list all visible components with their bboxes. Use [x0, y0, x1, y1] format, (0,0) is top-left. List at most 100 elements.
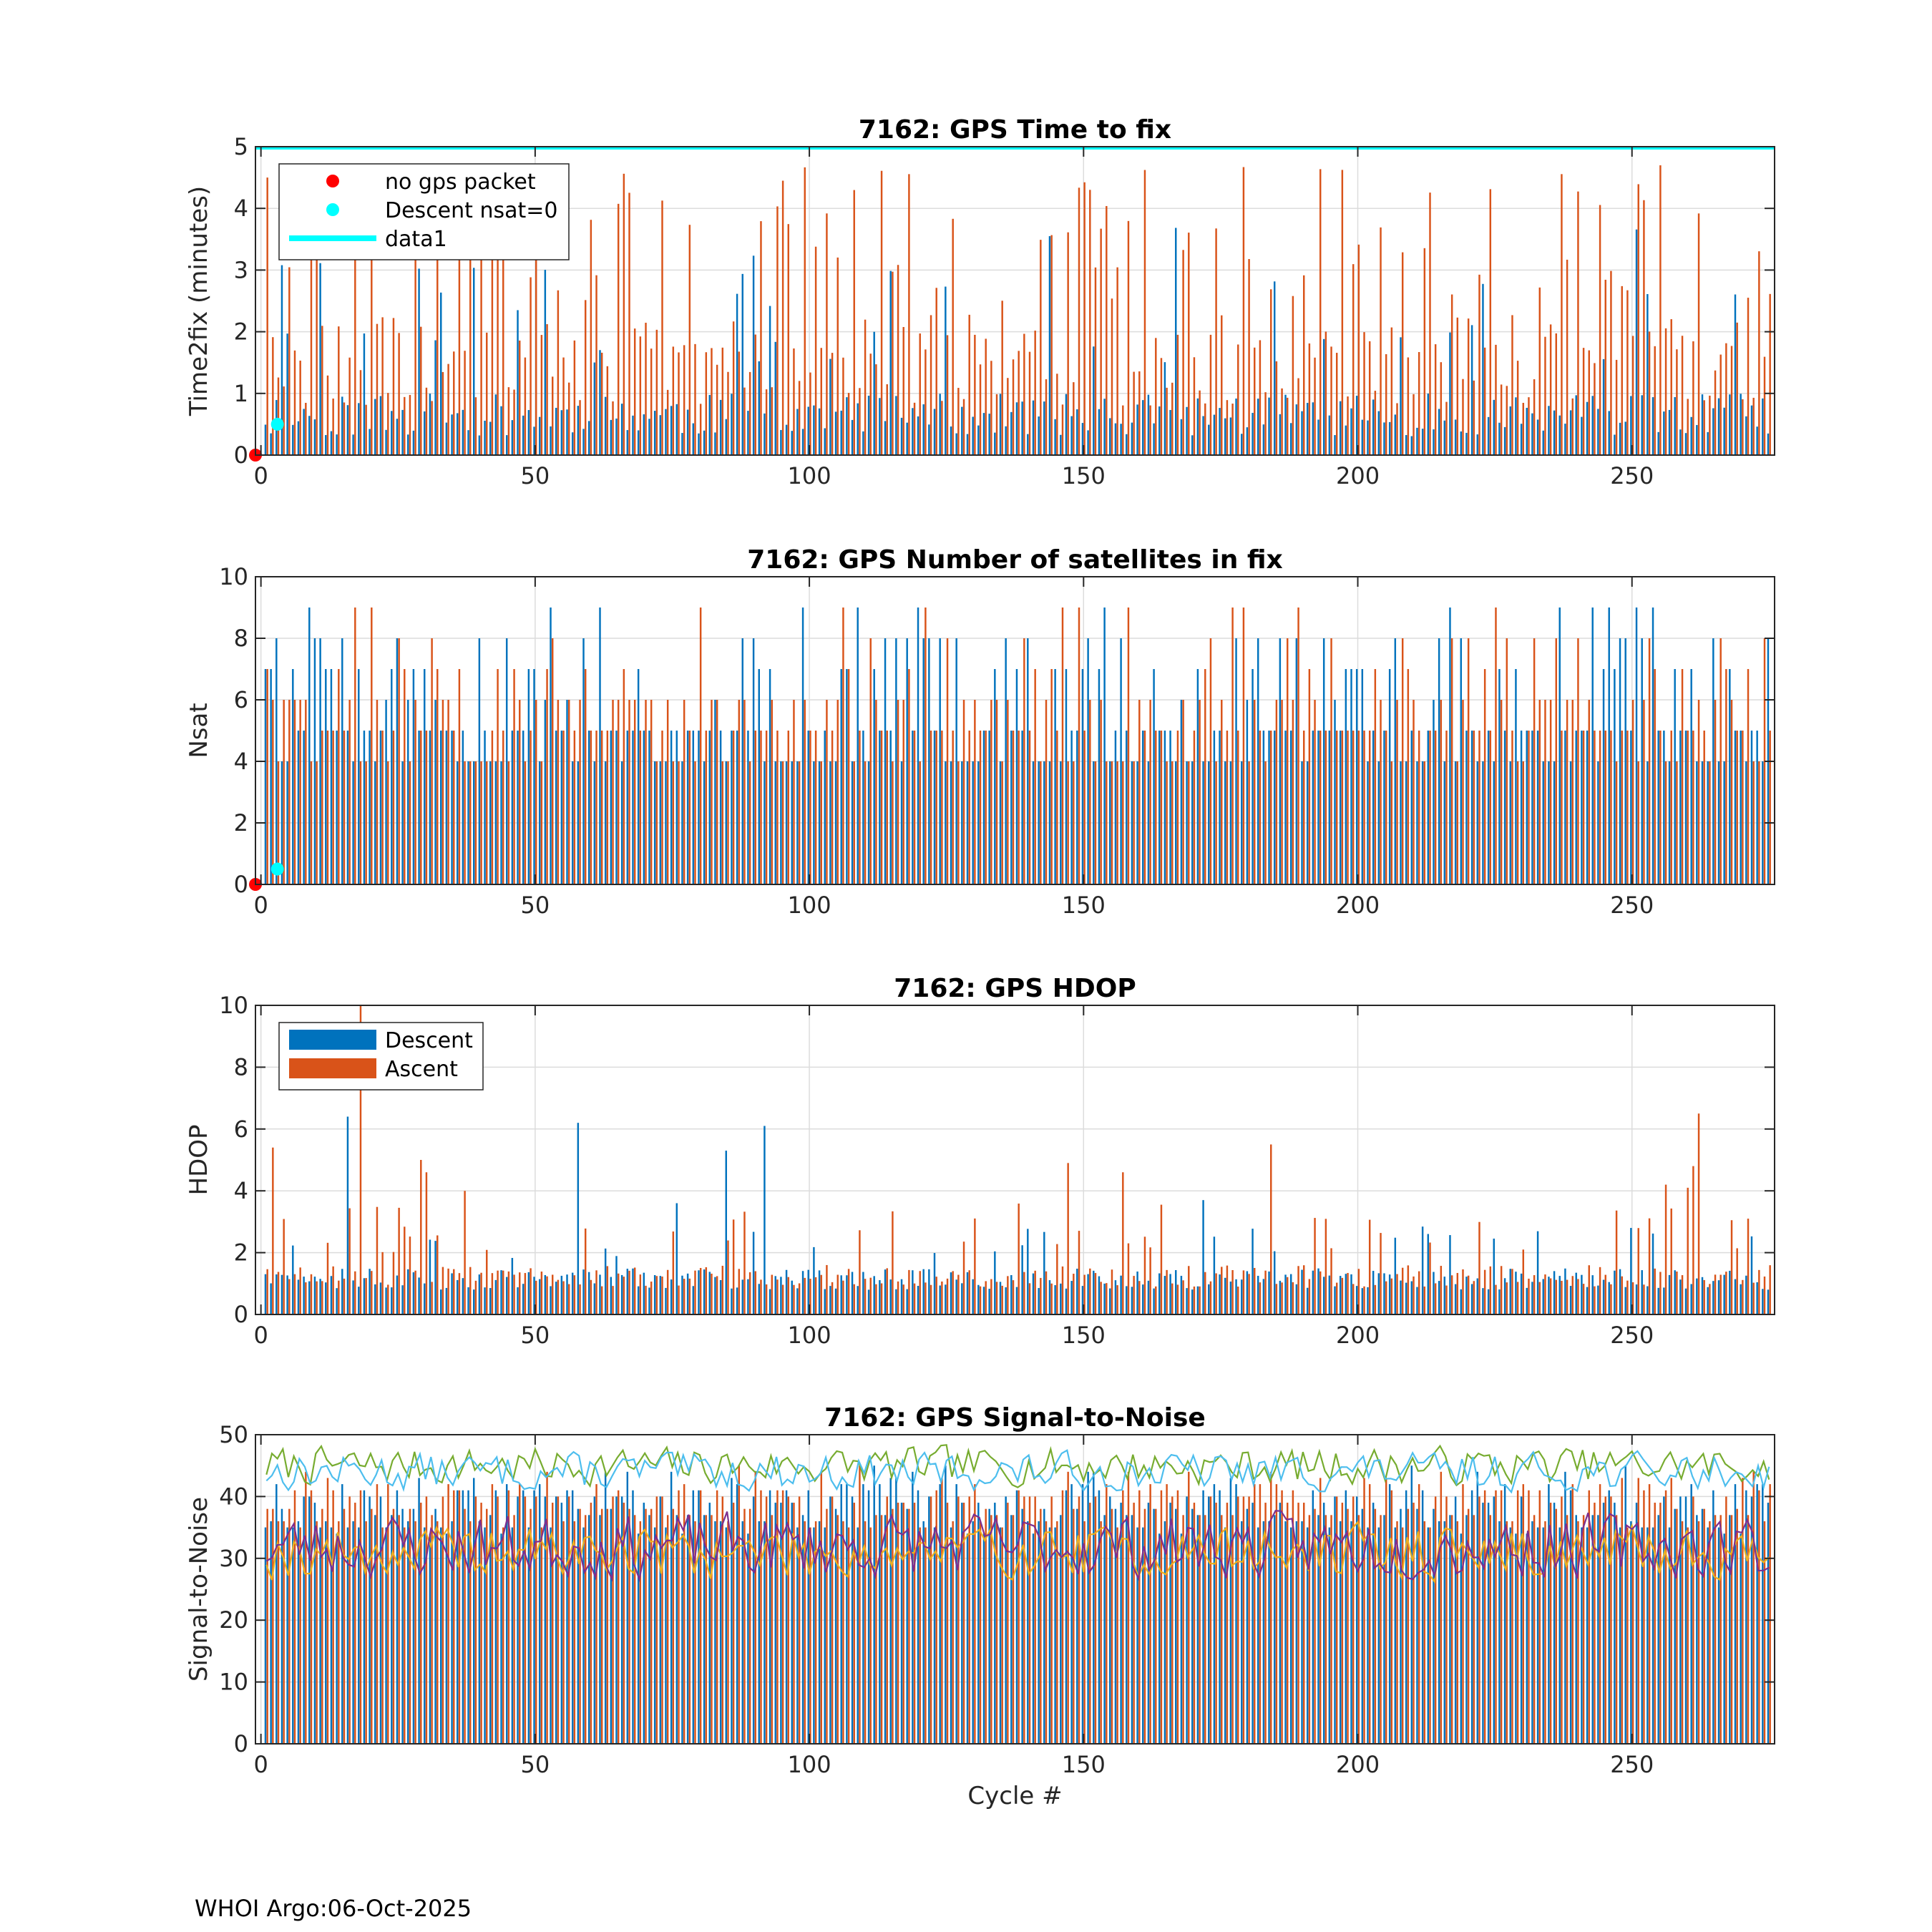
axes-box	[255, 1434, 1775, 1745]
descent-bar	[538, 1484, 541, 1744]
ascent-bar	[1050, 1496, 1053, 1744]
descent-bar	[879, 1280, 881, 1314]
descent-bar	[692, 731, 695, 884]
ascent-bar	[1083, 182, 1085, 455]
ascent-bar	[787, 731, 790, 884]
ascent-bar	[919, 333, 921, 455]
descent-bar	[879, 731, 881, 884]
descent-bar	[873, 331, 875, 455]
ascent-bar	[1352, 264, 1355, 455]
descent-bar	[484, 1527, 486, 1744]
descent-bar	[1240, 761, 1243, 884]
ascent-bar	[1390, 761, 1393, 884]
ascent-bar	[1045, 379, 1048, 455]
ascent-bar	[404, 1226, 406, 1314]
descent-bar	[472, 761, 475, 884]
descent-bar	[939, 638, 941, 884]
ascent-bar	[590, 220, 592, 455]
ascent-bar	[436, 170, 439, 455]
ascent-bar	[1407, 1508, 1410, 1744]
descent-bar	[1712, 1490, 1714, 1744]
descent-bar	[555, 1496, 557, 1744]
descent-bar	[1213, 414, 1216, 455]
ascent-bar	[1166, 1269, 1168, 1314]
ascent-bar	[694, 1270, 696, 1314]
ascent-bar	[1380, 227, 1382, 455]
ascent-bar	[990, 1515, 992, 1744]
x-tick-label: 250	[1610, 892, 1654, 919]
ascent-bar	[628, 192, 630, 455]
ascent-bar	[1522, 761, 1525, 884]
descent-bar	[1005, 638, 1007, 884]
descent-bar	[424, 411, 426, 455]
ascent-bar	[748, 761, 751, 884]
ascent-bar	[1270, 731, 1272, 884]
descent-bar	[741, 273, 743, 455]
ascent-bar	[1385, 353, 1387, 455]
ascent-bar	[1018, 1490, 1020, 1744]
descent-bar	[1322, 1277, 1325, 1314]
ascent-bar	[814, 246, 817, 455]
descent-bar	[741, 638, 743, 884]
ascent-bar	[979, 731, 982, 884]
ascent-bar	[1160, 731, 1163, 884]
descent-bar	[945, 1284, 947, 1314]
descent-bar	[1482, 1288, 1484, 1314]
descent-bar	[610, 1277, 613, 1314]
descent-bar	[1114, 1280, 1117, 1314]
ascent-bar	[771, 1515, 774, 1744]
ascent-bar	[474, 761, 477, 884]
descent-bar	[950, 761, 952, 884]
ascent-bar	[557, 700, 560, 884]
descent-bar	[1196, 1286, 1199, 1314]
ascent-bar	[1149, 405, 1151, 455]
ascent-bar	[1692, 731, 1694, 884]
ascent-bar	[1176, 1284, 1179, 1314]
descent-bar	[462, 1278, 464, 1314]
ascent-bar	[1028, 731, 1031, 884]
ascent-bar	[343, 1508, 346, 1744]
ascent-bar	[1648, 1484, 1651, 1744]
descent-bar	[1394, 414, 1397, 455]
descent-bar	[834, 1508, 837, 1744]
ascent-bar	[1742, 1279, 1744, 1314]
ascent-bar	[1631, 700, 1634, 884]
ascent-bar	[1659, 731, 1662, 884]
ascent-bar	[530, 731, 532, 884]
descent-bar	[714, 1521, 716, 1744]
ascent-bar	[431, 638, 433, 884]
ascent-bar	[1314, 1508, 1316, 1744]
descent-bar	[1372, 399, 1375, 455]
descent-bar	[1273, 731, 1276, 884]
descent-bar	[1750, 1236, 1753, 1314]
ascent-bar	[617, 1273, 620, 1314]
snr-line	[265, 1510, 1770, 1583]
ascent-bar	[1396, 1521, 1398, 1744]
ascent-bar	[1730, 700, 1733, 884]
descent-bar	[758, 361, 760, 455]
descent-bar	[292, 669, 294, 884]
ascent-bar	[781, 180, 784, 455]
ascent-bar	[754, 731, 757, 884]
descent-bar	[1487, 1503, 1490, 1744]
ascent-bar	[1473, 1281, 1475, 1314]
descent-bar	[851, 419, 854, 455]
ascent-bar	[590, 1279, 592, 1314]
descent-bar	[1493, 761, 1496, 884]
descent-bar	[478, 435, 481, 455]
ascent-bar	[387, 393, 389, 455]
ascent-bar	[562, 1281, 565, 1314]
descent-bar	[774, 761, 776, 884]
descent-bar	[977, 1503, 980, 1744]
descent-bar	[648, 1287, 650, 1314]
ascent-bar	[1681, 669, 1684, 884]
descent-bar	[813, 1527, 815, 1744]
ascent-bar	[447, 1268, 449, 1314]
descent-bar	[950, 1527, 952, 1744]
ascent-bar	[1341, 170, 1344, 455]
descent-bar	[1257, 399, 1259, 455]
descent-bar	[895, 1289, 897, 1314]
ascent-bar	[798, 1496, 801, 1744]
descent-bar	[1060, 1515, 1062, 1744]
descent-bar	[692, 1490, 695, 1744]
